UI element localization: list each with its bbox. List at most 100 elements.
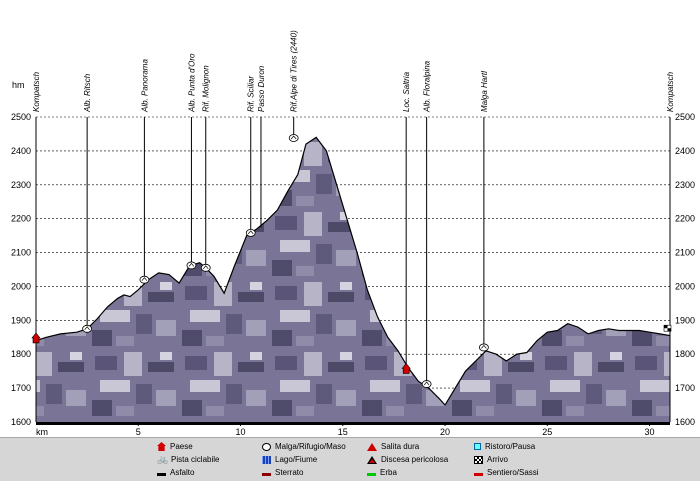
finish-flag-check [664, 325, 668, 329]
legend-item-erba: Erba [367, 468, 397, 477]
y-tick-label-right: 1700 [675, 383, 695, 393]
waypoint-label: Kompatsch [32, 71, 41, 112]
legend-item-lago: Lago/Fiume [262, 455, 317, 464]
y-tick-label-right: 2200 [675, 214, 695, 224]
y-tick-label-left: 1800 [11, 349, 31, 359]
waypoint-label: Passo Duron [257, 65, 266, 112]
y-tick-label-left: 2300 [11, 180, 31, 190]
asphalt-bar-icon [157, 472, 166, 476]
y-tick-label-left: 2100 [11, 248, 31, 258]
hut-icon [186, 261, 197, 270]
hut-roof [141, 277, 148, 281]
hut-roof [290, 135, 297, 140]
gravel-bar-icon [262, 472, 271, 476]
waypoint-label: Loc. Saltria [402, 71, 411, 112]
y-tick-label-right: 1600 [675, 417, 695, 427]
hut-roof [247, 230, 254, 235]
hut-icon [478, 343, 489, 352]
hut-roof [202, 265, 209, 270]
waypoint-label: Rif.Alpe di Tires (2440) [290, 30, 299, 112]
grass-bar-icon [367, 472, 376, 476]
hut-roof [423, 381, 430, 386]
waypoint-label: Rif. Molignon [202, 65, 211, 112]
x-tick-label: 5 [136, 427, 141, 437]
waypoint-label: Kompatsch [666, 71, 675, 112]
waypoint: Passo Duron [257, 65, 266, 228]
waypoint: Rif.Alpe di Tires (2440) [288, 30, 299, 142]
waypoint: Alb. Floralpina [421, 60, 432, 388]
cup-icon [474, 443, 481, 450]
finish-flag-check [667, 328, 671, 332]
waypoint: Alb. Ritsch [82, 73, 93, 333]
x-tick-label: 30 [645, 427, 655, 437]
waypoint: Kompatsch [663, 71, 675, 334]
y-tick-label-left: 2000 [11, 281, 31, 291]
hut-roof [84, 326, 90, 331]
x-tick-label: 25 [542, 427, 552, 437]
house-icon [157, 442, 166, 451]
y-tick-label-right: 1800 [675, 349, 695, 359]
y-tick-label-left: 1700 [11, 383, 31, 393]
waypoint: Loc. Saltria [401, 71, 411, 374]
waypoint-label: Malga Hartl [480, 71, 489, 112]
legend-item-asfalto: Asfalto [157, 468, 194, 477]
waypoint-label: Alb. Punta d'Oro [187, 53, 196, 113]
waypoint: Malga Hartl [478, 71, 489, 352]
waypoint-label: Alb. Ritsch [83, 73, 92, 113]
waypoint: Kompatsch [31, 71, 41, 344]
steep-climb-icon [367, 442, 377, 451]
y-tick-label-right: 2500 [675, 112, 695, 122]
waypoint-label: Rif. Sciliar [247, 76, 256, 112]
y-tick-label-left: 2200 [11, 214, 31, 224]
house-icon [31, 332, 41, 344]
legend-item-arrivo: Arrivo [474, 455, 508, 464]
legend-item-paese: Paese [157, 442, 193, 451]
legend-item-ristoro: Ristoro/Pausa [474, 442, 535, 451]
hut-icon [82, 324, 93, 333]
waypoint: Alb. Panorama [139, 59, 150, 284]
legend-item-pista: 🚲 Pista ciclabile [157, 454, 220, 465]
x-tick-label: 10 [236, 427, 246, 437]
hut-icon [139, 275, 150, 284]
y-tick-label-right: 2000 [675, 281, 695, 291]
y-tick-label-left: 2400 [11, 146, 31, 156]
y-axis-label: hm [12, 80, 25, 90]
y-tick-label-left: 1900 [11, 315, 31, 325]
y-tick-label-left: 2500 [11, 112, 31, 122]
x-tick-label: 20 [440, 427, 450, 437]
legend-item-sterrato: Sterrato [262, 468, 303, 477]
hut-roof [481, 344, 487, 349]
x-axis-bar [36, 422, 670, 425]
legend-item-malga: Malga/Rifugio/Maso [262, 442, 346, 451]
hut-icon [262, 442, 271, 451]
legend: Paese 🚲 Pista ciclabile Asfalto Malga/Rif… [0, 437, 700, 481]
waypoint: Rif. Sciliar [245, 76, 256, 237]
waypoint-label: Alb. Panorama [140, 59, 149, 113]
y-tick-label-right: 1900 [675, 315, 695, 325]
waypoint-label: Alb. Floralpina [423, 60, 432, 113]
x-axis-label: km [36, 427, 48, 437]
finish-flag-icon [474, 455, 483, 464]
legend-item-sentiero: Sentiero/Sassi [474, 468, 539, 477]
legend-item-salita: Salita dura [367, 442, 419, 451]
hut-icon [200, 263, 211, 272]
y-tick-label-right: 2400 [675, 146, 695, 156]
bicycle-icon: 🚲 [157, 454, 169, 464]
hut-icon [421, 380, 432, 388]
elevation-profile-chart: 1600 1600 1700 1700 1800 1800 1900 1900 2000 2000… [11, 30, 695, 437]
terrain-area [36, 137, 670, 423]
y-tick-label-right: 2100 [675, 248, 695, 258]
house-icon [401, 362, 411, 374]
lake-icon [262, 455, 271, 464]
terrain-profile-line [35, 136, 671, 407]
legend-item-discesa: Discesa pericolosa [367, 455, 448, 464]
hut-icon [245, 228, 256, 237]
y-tick-label-right: 2300 [675, 180, 695, 190]
hut-roof [188, 262, 195, 267]
x-tick-label: 15 [338, 427, 348, 437]
hut-icon [288, 134, 299, 142]
waypoint: Rif. Molignon [200, 65, 211, 272]
dangerous-descent-icon [367, 455, 377, 464]
waypoint: Alb. Punta d'Oro [186, 53, 197, 270]
path-bar-icon [474, 472, 483, 476]
